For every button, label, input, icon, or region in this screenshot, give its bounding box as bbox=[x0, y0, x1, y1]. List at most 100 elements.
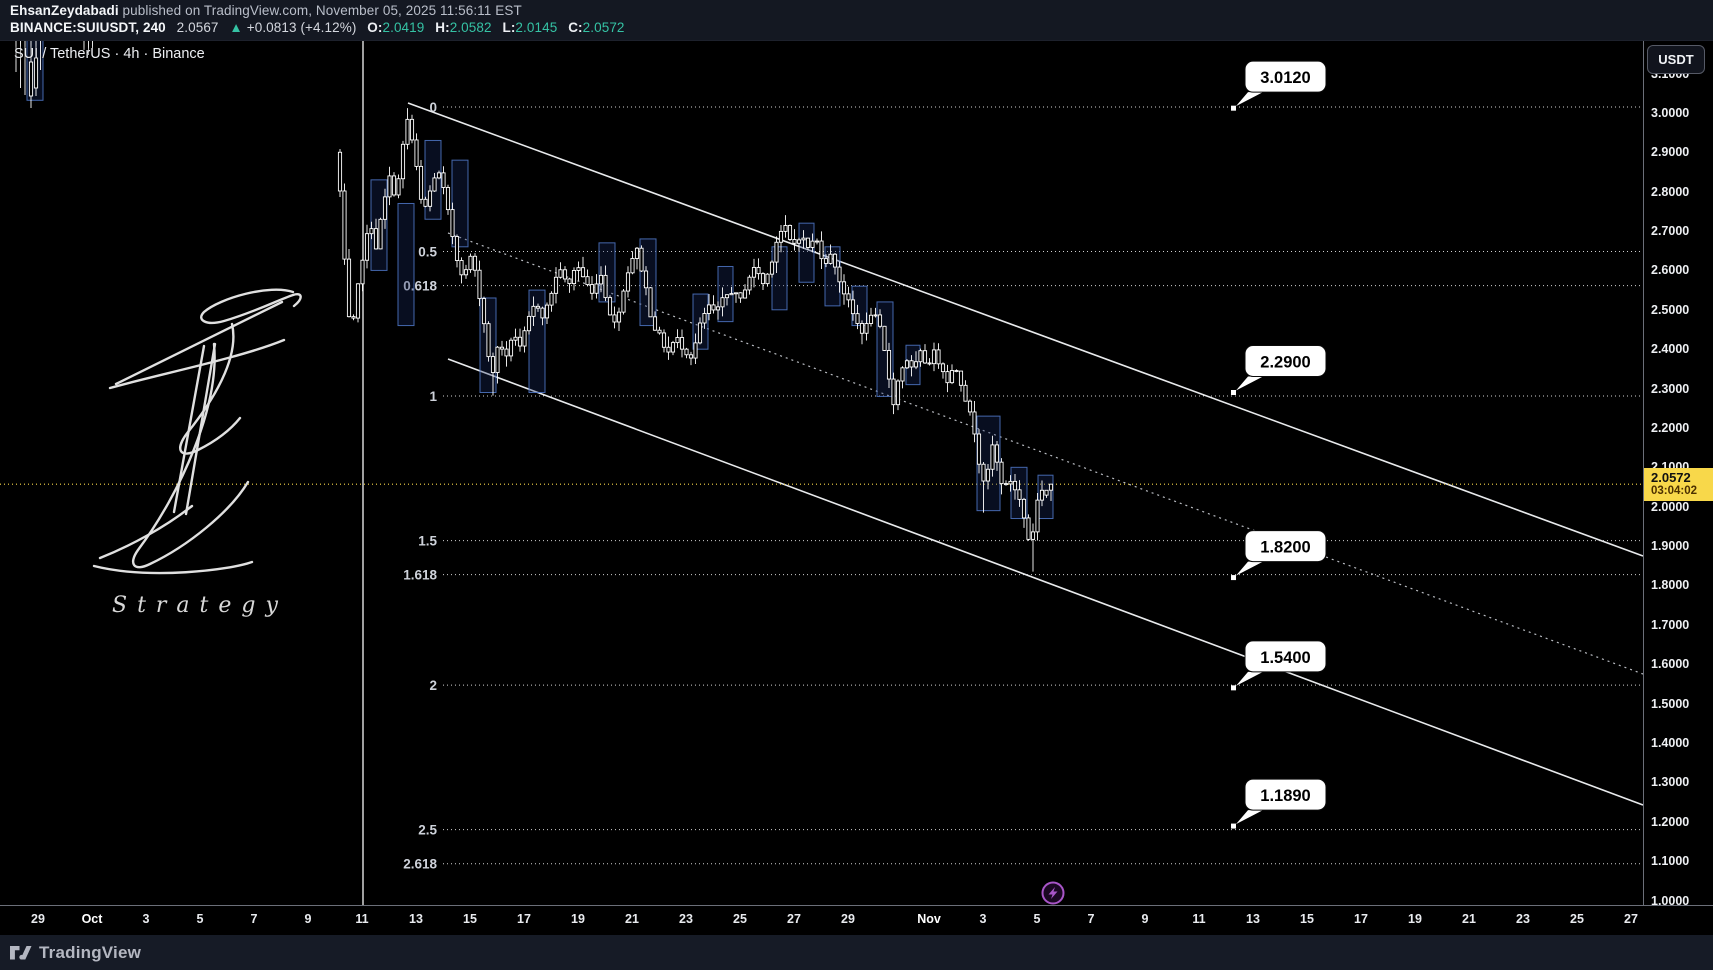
fib-level-label: 0 bbox=[429, 100, 437, 115]
candle-body bbox=[841, 281, 847, 295]
orderblock-box[interactable] bbox=[798, 222, 815, 283]
time-axis[interactable]: 29 Oct 3 5 7 9 11 13 15 17 19 21 23 25 27 29 Nov 3 5 7 9 11 13… bbox=[0, 905, 1713, 936]
candle-body bbox=[396, 178, 401, 196]
orderblock-box[interactable] bbox=[397, 202, 415, 327]
candle-body bbox=[954, 370, 959, 373]
candle-body bbox=[819, 240, 824, 260]
price-axis-tick: 3.0000 bbox=[1651, 105, 1690, 120]
candle-body bbox=[355, 283, 361, 319]
time-axis-tick: Oct bbox=[81, 912, 103, 926]
time-axis-tick: 23 bbox=[1516, 912, 1530, 926]
candle-body bbox=[382, 196, 388, 220]
candle-body bbox=[648, 287, 653, 318]
author-name: EhsanZeydabadi bbox=[10, 3, 119, 18]
time-axis-tick: 21 bbox=[1462, 912, 1476, 926]
time-axis-tick: 3 bbox=[142, 912, 150, 926]
orderblock-box[interactable] bbox=[528, 289, 546, 393]
candle-body bbox=[472, 255, 478, 271]
fib-level-label: 0.5 bbox=[418, 245, 437, 260]
time-axis-tick: 11 bbox=[1192, 912, 1206, 926]
candle-body bbox=[661, 332, 667, 348]
time-axis-tick: 7 bbox=[1087, 912, 1095, 926]
candle-body bbox=[756, 266, 761, 275]
candle-body bbox=[441, 172, 446, 188]
chart-drawing-layer: 0 0.5 0.618 1 1.5 1.618 2 2.5 2.618 3.0120 2.2900 1… bbox=[0, 40, 1644, 905]
chart-canvas[interactable]: 0 0.5 0.618 1 1.5 1.618 2 2.5 2.618 3.0120 2.2900 1… bbox=[0, 40, 1713, 905]
channel-mid-dotted-line[interactable] bbox=[447, 232, 1644, 675]
candle-body bbox=[1021, 498, 1027, 519]
candle-body bbox=[679, 337, 685, 350]
candle-body bbox=[571, 270, 577, 285]
candle-body bbox=[913, 361, 919, 368]
close-label: C: bbox=[568, 20, 583, 35]
callout-tail bbox=[1236, 92, 1263, 107]
candle-body bbox=[616, 311, 622, 323]
candle-body bbox=[697, 322, 703, 344]
publish-text: published on TradingView.com, November 0… bbox=[122, 3, 522, 18]
up-arrow-icon: ▲ bbox=[229, 20, 243, 35]
candle-body bbox=[931, 349, 937, 365]
candle-body bbox=[814, 240, 820, 243]
price-axis-tick: 1.3000 bbox=[1651, 775, 1690, 790]
candle-body bbox=[711, 304, 716, 311]
lightning-bolt-icon bbox=[1048, 887, 1058, 899]
candle-body bbox=[630, 258, 635, 274]
candle-body bbox=[742, 289, 748, 299]
candle-body bbox=[1035, 499, 1040, 533]
time-axis-tick: 29 bbox=[841, 912, 855, 926]
price-axis-tick: 2.3000 bbox=[1651, 381, 1690, 396]
candle-body bbox=[994, 444, 1000, 463]
candle-body bbox=[625, 272, 631, 292]
currency-toggle-button[interactable]: USDT bbox=[1647, 45, 1705, 74]
candle-body bbox=[684, 348, 689, 356]
price-axis[interactable]: 1.0000 1.1000 1.2000 1.3000 1.4000 1.5000 1.60… bbox=[1643, 40, 1713, 908]
candle-body bbox=[783, 224, 788, 232]
candle-body bbox=[873, 314, 878, 317]
candle-body bbox=[580, 267, 586, 278]
candle-body bbox=[504, 348, 509, 357]
high-label: H: bbox=[435, 20, 450, 35]
candle-body bbox=[567, 278, 572, 285]
time-axis-tick: 27 bbox=[1624, 912, 1638, 926]
candle-body bbox=[490, 356, 496, 374]
open-value: 2.0419 bbox=[382, 20, 425, 35]
chart-symbol-title: SUI / TetherUS · 4h · Binance bbox=[14, 46, 205, 62]
price-callout-bubble[interactable] bbox=[1244, 345, 1327, 377]
candle-body bbox=[801, 237, 806, 241]
candle-body bbox=[468, 255, 473, 271]
candle-body bbox=[585, 276, 590, 286]
candle-body bbox=[535, 305, 541, 309]
candle-body bbox=[733, 292, 739, 295]
candle-body bbox=[796, 239, 802, 244]
price-callout-bubble[interactable] bbox=[1244, 640, 1327, 673]
channel-upper-trendline[interactable] bbox=[407, 102, 1644, 557]
candle-body bbox=[589, 284, 595, 294]
candle-body bbox=[715, 306, 721, 311]
candle-body bbox=[495, 346, 500, 374]
price-axis-tick: 2.9000 bbox=[1651, 145, 1690, 160]
price-callout-bubble[interactable] bbox=[1244, 60, 1327, 93]
price-callout-bubble[interactable] bbox=[1244, 530, 1327, 563]
candle-body bbox=[774, 241, 779, 263]
channel-lower-trendline[interactable] bbox=[447, 358, 1644, 806]
candle-body bbox=[927, 362, 932, 365]
candle-body bbox=[544, 304, 550, 319]
candle-body bbox=[999, 461, 1004, 485]
candle-body bbox=[405, 118, 410, 145]
orderblock-box[interactable] bbox=[598, 242, 616, 303]
orderblock-box[interactable] bbox=[771, 246, 788, 311]
time-axis-tick: 5 bbox=[196, 912, 204, 926]
candle-body bbox=[670, 342, 676, 353]
price-axis-tick: 1.5000 bbox=[1651, 696, 1690, 711]
time-axis-tick: 29 bbox=[31, 912, 45, 926]
tradingview-logo[interactable]: TradingView bbox=[10, 943, 141, 963]
orderblock-box[interactable] bbox=[451, 159, 469, 248]
price-callout-bubble[interactable] bbox=[1244, 778, 1327, 811]
candle-body bbox=[972, 411, 977, 435]
time-axis-tick: 15 bbox=[463, 912, 477, 926]
candle-body bbox=[805, 237, 811, 248]
candle-body bbox=[904, 360, 910, 369]
candle-body bbox=[747, 276, 752, 291]
candle-body bbox=[603, 274, 608, 299]
time-axis-tick: 21 bbox=[625, 912, 639, 926]
